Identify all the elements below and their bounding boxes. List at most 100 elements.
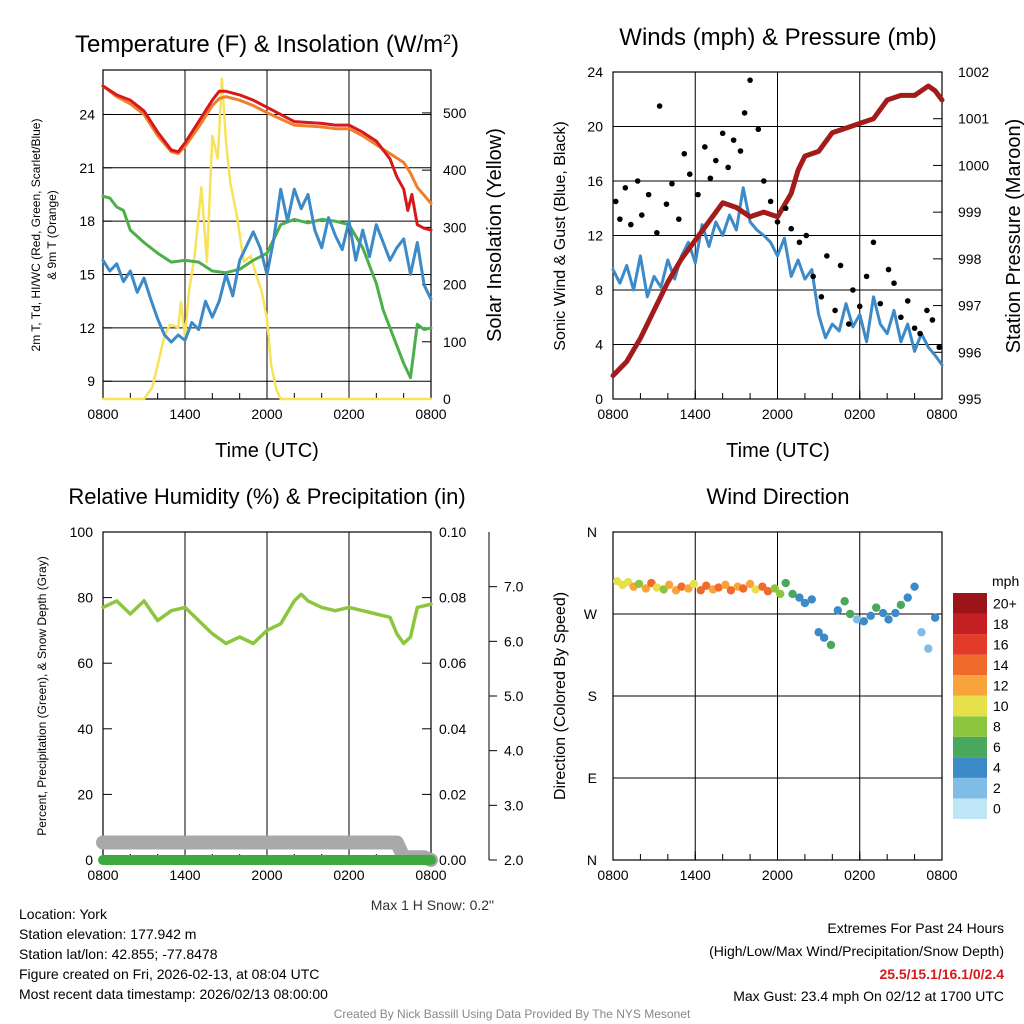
dir-panel-y-axis-label: Direction (Colored By Speed) xyxy=(552,592,569,800)
dir-panel-direction-point xyxy=(910,582,919,591)
temp-panel-y-tick-label: 9 xyxy=(87,373,95,389)
rh-panel-series-relative-humidity xyxy=(101,592,433,646)
wind-panel-gust-point xyxy=(845,321,852,327)
wind-panel-gust-point xyxy=(870,239,877,246)
footer-extremes-title: Extremes For Past 24 Hours xyxy=(827,920,1004,936)
dir-panel-colorbar-label: 20+ xyxy=(993,595,1017,611)
dir-panel-direction-point xyxy=(781,578,790,588)
wind-panel-gust-point xyxy=(702,144,708,150)
footer-created: Figure created on Fri, 2026-02-13, at 08… xyxy=(19,966,320,982)
dir-panel-direction-point xyxy=(634,579,644,589)
wind-panel-x-tick-label: 1400 xyxy=(680,406,711,422)
temp-panel-y2-tick-label: 400 xyxy=(443,162,467,178)
rh-panel-x-tick-label: 0800 xyxy=(415,867,446,883)
wind-panel-y-axis-label: Sonic Wind & Gust (Blue, Black) xyxy=(552,121,569,350)
dir-panel-y-tick-label: E xyxy=(588,770,597,786)
wind-panel-y2-tick-label: 1001 xyxy=(958,111,989,127)
dir-panel-y-tick-label: W xyxy=(584,606,598,622)
wind-panel-y2-axis-label: Station Pressure (Maroon) xyxy=(1003,119,1024,354)
wind-panel-gust-point xyxy=(936,344,943,351)
rh-panel-y2-tick-label: 0.10 xyxy=(439,524,466,540)
wind-panel-gust-point xyxy=(767,198,774,205)
wind-panel-gust-point xyxy=(810,273,816,280)
wind-panel-y2-tick-label: 999 xyxy=(958,204,982,220)
wind-panel-gust-point xyxy=(669,180,675,187)
wind-panel-gust-point xyxy=(796,239,803,246)
rh-panel-note: Max 1 H Snow: 0.2" xyxy=(371,897,494,913)
dir-panel-direction-point xyxy=(872,603,881,612)
temp-panel-series-solar-insolation xyxy=(101,77,433,401)
dir-panel-direction-point xyxy=(665,580,674,590)
temp-panel-y-tick-label: 15 xyxy=(79,267,95,283)
wind-panel-gust-point xyxy=(898,314,904,321)
dir-panel-colorbar-label: 4 xyxy=(993,760,1001,776)
wind-panel-gust-point xyxy=(612,198,619,205)
dir-panel-colorbar-swatch xyxy=(953,736,987,758)
wind-panel-gust-point xyxy=(686,171,693,177)
wind-panel-gust-point xyxy=(850,287,856,293)
temp-panel-y2-tick-label: 300 xyxy=(443,219,467,235)
dir-panel-direction-point xyxy=(800,598,810,608)
rh-panel-y-tick-label: 20 xyxy=(77,786,93,802)
dir-panel-colorbar-label: 12 xyxy=(993,677,1009,693)
dir-panel-colorbar-label: 14 xyxy=(993,657,1009,673)
dir-panel-direction-point xyxy=(652,583,662,592)
wind-panel-gust-point xyxy=(782,205,789,212)
rh-panel-y2-tick-label: 0.04 xyxy=(439,721,466,737)
rh-panel-y2-tick-label: 0.02 xyxy=(439,786,466,802)
dir-panel-x-tick-label: 1400 xyxy=(680,867,711,883)
wind-panel-gust-point xyxy=(645,191,652,198)
footer-max-gust: Max Gust: 23.4 mph On 02/12 at 1700 UTC xyxy=(733,988,1004,1004)
wind-panel-gust-point xyxy=(741,110,748,116)
wind-panel-gust-point xyxy=(885,266,892,273)
dir-panel-direction-point xyxy=(859,617,869,626)
wind-panel-gust-point xyxy=(719,130,726,137)
wind-panel-y-tick-label: 16 xyxy=(587,173,603,189)
dir-panel-colorbar-swatch xyxy=(953,654,987,676)
wind-panel-y-tick-label: 24 xyxy=(587,64,603,80)
footer-location: Location: York xyxy=(19,906,107,922)
temp-panel-x-tick-label: 2000 xyxy=(251,406,282,422)
temp-panel-x-tick-label: 0200 xyxy=(333,406,364,422)
temp-panel-series-hi-wc xyxy=(101,187,433,344)
rh-panel-title: Relative Humidity (%) & Precipitation (i… xyxy=(68,484,465,509)
dir-panel-direction-point xyxy=(917,628,926,637)
wind-panel-gust-point xyxy=(617,216,623,222)
temp-panel-x-tick-label: 0800 xyxy=(87,406,118,422)
dir-panel-colorbar-label: 2 xyxy=(993,780,1001,796)
rh-panel-y2-tick-label: 0.08 xyxy=(439,590,466,606)
wind-panel-x-tick-label: 0800 xyxy=(597,406,628,422)
dir-panel-direction-point xyxy=(878,608,888,618)
temp-panel-y-tick-label: 18 xyxy=(79,213,95,229)
wind-panel-series-sonic-wind xyxy=(611,186,944,367)
temp-panel-y2-tick-label: 0 xyxy=(443,391,451,407)
dir-panel-colorbar-swatch xyxy=(953,695,987,717)
wind-panel-y2-tick-label: 1002 xyxy=(958,64,989,80)
wind-panel-gust-point xyxy=(924,307,930,314)
temp-panel-series-dewpoint xyxy=(101,194,433,380)
dir-panel-direction-point xyxy=(751,585,760,594)
dir-panel-colorbar-label: 0 xyxy=(993,801,1001,817)
wind-panel-gust-point xyxy=(638,212,645,218)
temp-panel-x-axis-label: Time (UTC) xyxy=(215,440,319,462)
dir-panel-direction-point xyxy=(721,580,730,590)
dir-panel-direction-point xyxy=(845,609,855,619)
dir-panel-direction-point xyxy=(896,600,906,610)
rh-panel-y3-tick-label: 7.0 xyxy=(504,579,524,595)
dir-panel-direction-point xyxy=(833,606,843,615)
rh-panel-x-tick-label: 0800 xyxy=(87,867,118,883)
wind-panel-gust-point xyxy=(707,175,714,182)
wind-panel-title: Winds (mph) & Pressure (mb) xyxy=(619,24,936,51)
wind-panel-gust-point xyxy=(713,157,719,164)
wind-panel-x-tick-label: 0800 xyxy=(926,406,957,422)
dir-panel-direction-point xyxy=(884,615,893,624)
wind-panel-gust-point xyxy=(654,229,660,236)
dir-panel-colorbar-label: 16 xyxy=(993,636,1009,652)
wind-panel-gust-point xyxy=(622,185,629,191)
wind-panel-gust-point xyxy=(755,126,762,133)
wind-panel-gust-point xyxy=(891,280,897,286)
dir-panel-y-tick-label: N xyxy=(587,852,597,868)
dir-panel-x-tick-label: 0800 xyxy=(926,867,957,883)
wind-panel-gust-point xyxy=(774,219,781,225)
